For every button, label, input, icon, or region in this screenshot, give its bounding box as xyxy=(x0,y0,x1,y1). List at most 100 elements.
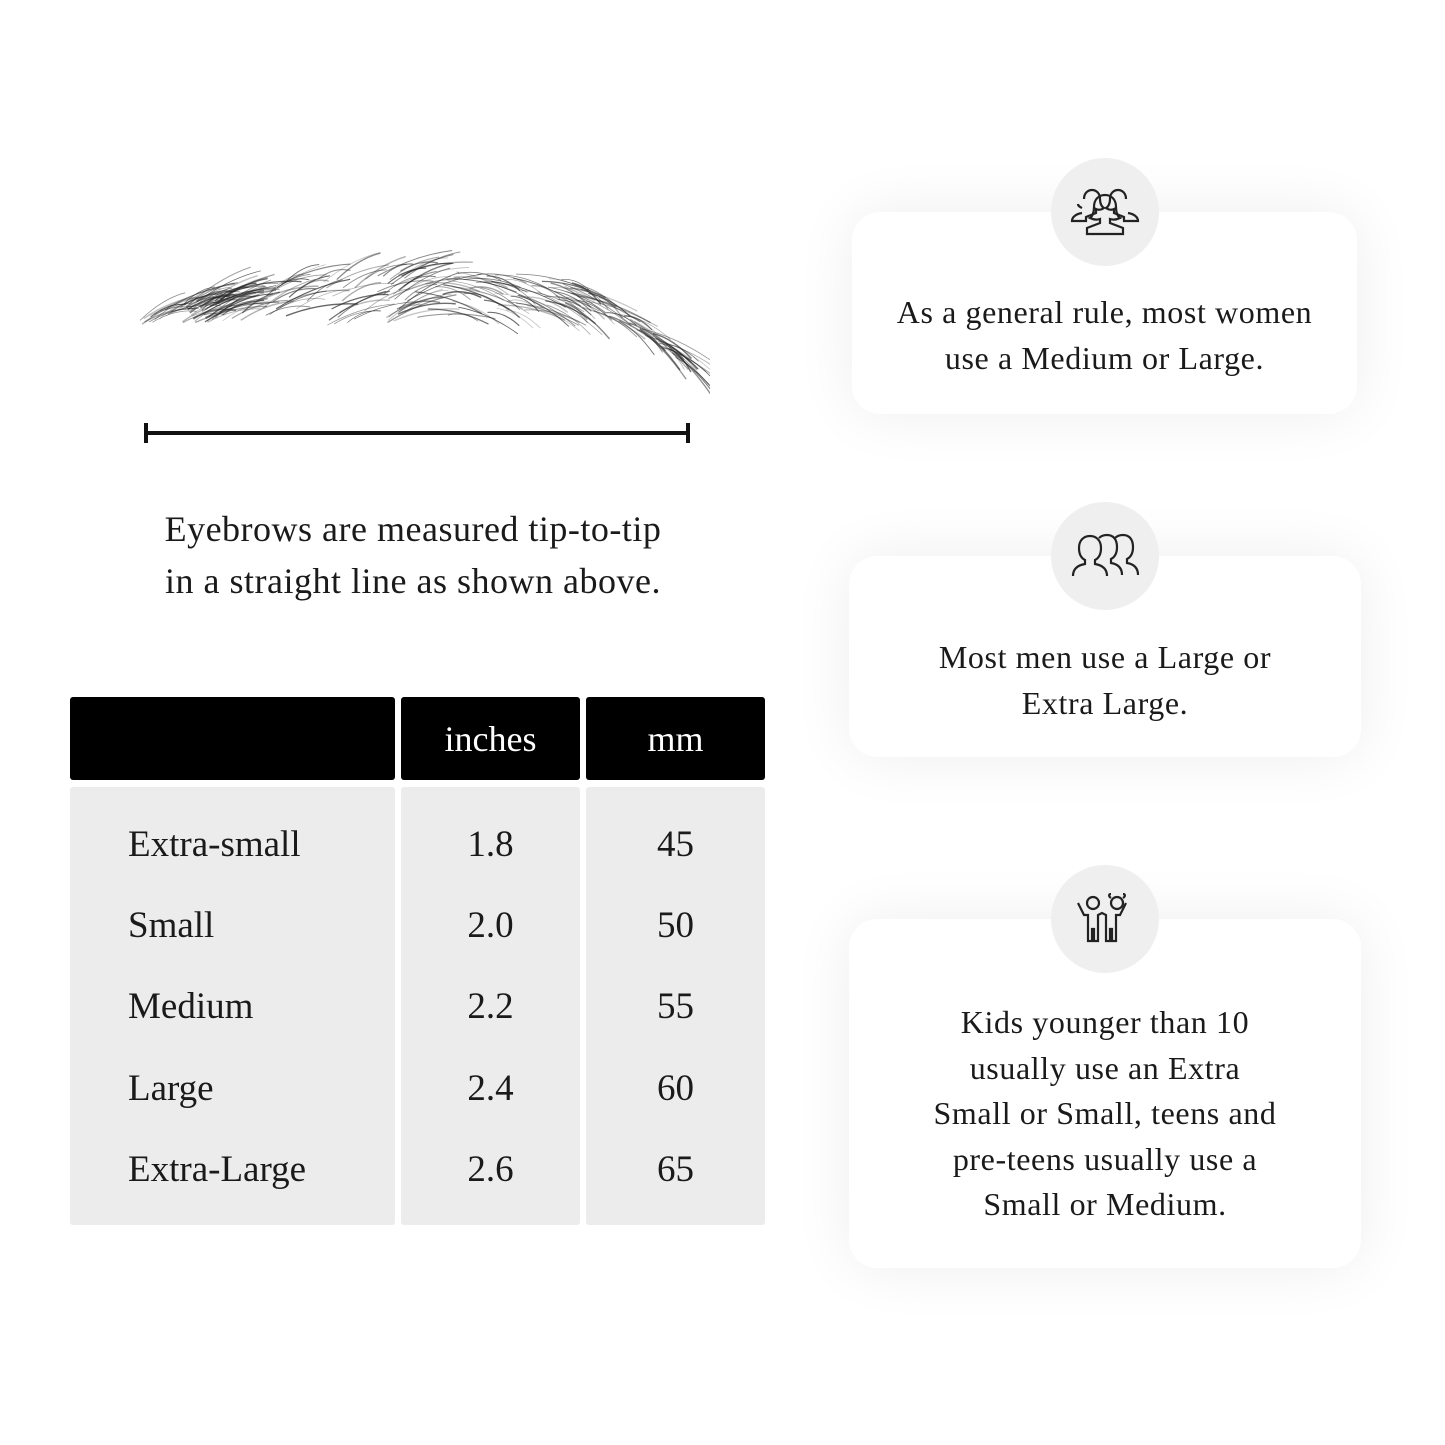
eyebrow-hair xyxy=(618,320,655,356)
eyebrow-hair xyxy=(222,300,271,322)
eyebrow-hair xyxy=(394,267,451,300)
eyebrow-hair xyxy=(456,271,509,295)
eyebrow-hair xyxy=(609,315,666,352)
eyebrow-hair xyxy=(285,303,358,317)
eyebrow-hair xyxy=(211,289,280,303)
eyebrow-hair xyxy=(557,299,592,316)
cell-inches: 2.6 xyxy=(467,1149,514,1190)
eyebrow-hair xyxy=(154,303,189,320)
eyebrow-hair xyxy=(629,318,689,370)
card-text-line: pre-teens usually use a xyxy=(952,1140,1258,1177)
measurement-caption: Eyebrows are measured tip-to-tip in a st… xyxy=(100,503,726,607)
eyebrow-hair xyxy=(269,290,327,315)
eyebrow-hair xyxy=(564,287,638,312)
eyebrow-hair xyxy=(510,295,540,312)
eyebrow-hair xyxy=(593,310,638,338)
eyebrow-hair xyxy=(463,292,498,304)
eyebrow-hair xyxy=(604,312,637,326)
eyebrow-hair xyxy=(164,282,238,311)
card-text-line: usually use an Extra xyxy=(969,1049,1241,1086)
eyebrow-hair xyxy=(342,269,387,289)
eyebrow-hair xyxy=(463,278,521,288)
eyebrow-hair xyxy=(288,275,330,298)
cell-inches: 2.2 xyxy=(467,986,514,1027)
eyebrow-hair xyxy=(331,293,389,310)
eyebrow-hair xyxy=(150,303,186,318)
eyebrow-hair xyxy=(465,289,530,314)
eyebrow-hair xyxy=(296,288,351,310)
eyebrow-hair xyxy=(552,287,596,302)
eyebrow-hair xyxy=(347,310,381,323)
eyebrow-hair xyxy=(639,329,687,380)
eyebrow-hair xyxy=(188,266,251,305)
eyebrow-hair xyxy=(149,307,195,316)
eyebrow-hair xyxy=(407,273,481,302)
eyebrow-hair xyxy=(679,353,710,377)
cell-mm: 45 xyxy=(657,824,694,865)
eyebrow-hair xyxy=(323,251,381,283)
eyebrow-hair xyxy=(574,284,618,307)
eyebrow-hair xyxy=(401,262,454,277)
eyebrow-hair xyxy=(404,293,452,313)
eyebrow-hair xyxy=(497,304,566,321)
eyebrow-hair xyxy=(570,287,617,308)
eyebrow-hair xyxy=(398,261,473,276)
eyebrow-hair xyxy=(197,287,231,305)
eyebrow-hair xyxy=(152,310,197,323)
eyebrow-hair xyxy=(403,275,436,287)
eyebrow-hair xyxy=(408,289,449,307)
women-group-icon xyxy=(1070,188,1140,236)
eyebrow-hair xyxy=(382,263,414,277)
eyebrow-hair xyxy=(387,267,427,284)
eyebrow-hair xyxy=(486,275,521,292)
cell-inches: 2.0 xyxy=(467,905,514,946)
eyebrow-hair xyxy=(398,296,444,313)
eyebrow-hair xyxy=(555,295,588,321)
eyebrow-hair xyxy=(393,267,470,287)
cell-size: Extra-small xyxy=(128,824,301,865)
eyebrow-hair xyxy=(194,305,268,324)
eyebrow-hair xyxy=(673,353,710,387)
eyebrow-hair xyxy=(490,280,566,308)
eyebrow-hair xyxy=(194,304,233,322)
eyebrow-hair xyxy=(479,281,544,309)
eyebrow-hair xyxy=(377,250,453,277)
eyebrow-hair xyxy=(526,305,580,332)
eyebrow-hair xyxy=(207,308,262,323)
eyebrow-hair xyxy=(279,298,326,309)
eyebrow-hair xyxy=(662,347,699,370)
caption-line: Eyebrows are measured tip-to-tip xyxy=(164,509,662,549)
card-text-line: Most men use a Large or xyxy=(938,639,1272,675)
eyebrow-hair xyxy=(507,301,580,326)
cell-inches: 2.4 xyxy=(467,1068,514,1109)
eyebrow-hair xyxy=(517,294,570,327)
eyebrow-hair xyxy=(386,295,442,319)
eyebrow-hair xyxy=(306,279,343,302)
eyebrow-hair xyxy=(387,288,444,321)
eyebrow-hair xyxy=(619,313,658,335)
eyebrow-hair xyxy=(225,301,256,313)
eyebrow-hair xyxy=(541,280,606,299)
eyebrow-hair xyxy=(341,281,382,302)
eyebrow-hair xyxy=(144,308,196,323)
eyebrow-hair xyxy=(187,293,219,311)
eyebrow-hair xyxy=(196,270,261,303)
eyebrow-hair xyxy=(230,280,302,294)
card-text-line: Kids younger than 10 xyxy=(960,1004,1250,1040)
eyebrow-hair xyxy=(397,302,456,315)
eyebrow-hair xyxy=(623,315,653,331)
eyebrow-hair xyxy=(458,306,519,335)
eyebrow-hair xyxy=(577,295,651,324)
eyebrow-hair xyxy=(417,313,496,320)
eyebrow-hair xyxy=(662,341,710,370)
eyebrow-hair xyxy=(262,278,316,309)
eyebrow-hair xyxy=(165,298,235,317)
eyebrow-hair xyxy=(561,296,596,320)
cell-inches: 1.8 xyxy=(467,824,514,865)
eyebrow-hair xyxy=(281,263,351,285)
eyebrow-hair xyxy=(275,278,351,310)
eyebrow-hair xyxy=(154,305,198,316)
eyebrow-hair xyxy=(139,292,186,321)
eyebrow-hair xyxy=(189,287,233,313)
cell-mm: 60 xyxy=(657,1068,694,1109)
